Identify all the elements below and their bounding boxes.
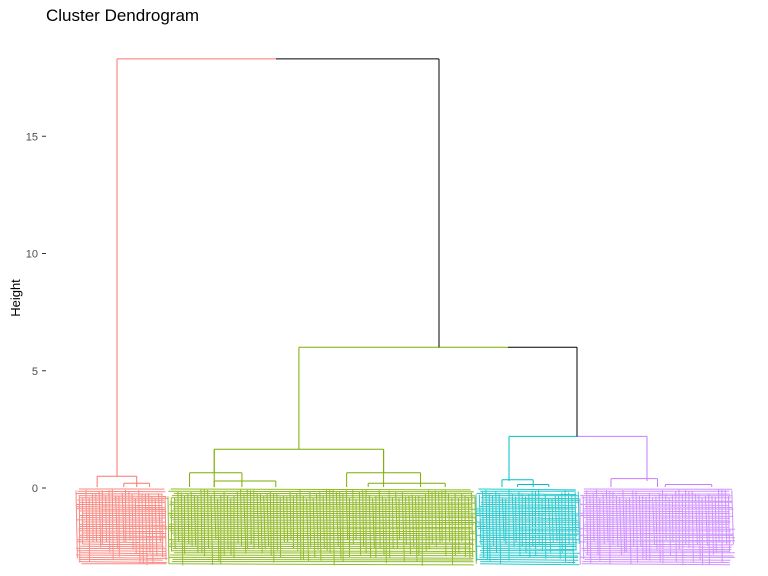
leaf-label-strokes: [75, 488, 168, 566]
leaf-label-strokes: [167, 488, 477, 566]
leaf-label-block-2: [167, 488, 477, 566]
leaf-label-block-4: [579, 488, 736, 566]
leaf-label-region: [75, 488, 736, 566]
y-tick-label: 5: [32, 366, 38, 378]
y-tick-label: 0: [32, 483, 38, 495]
dendrogram-branches: [96, 58, 713, 487]
leaf-label-block-3: [475, 488, 580, 566]
leaf-label-strokes: [475, 488, 580, 566]
chart-title: Cluster Dendrogram: [46, 6, 200, 25]
y-tick-label: 15: [26, 131, 38, 143]
y-axis: 0 5 10 15: [26, 131, 46, 495]
leaf-label-strokes: [579, 488, 736, 566]
y-tick-label: 10: [26, 249, 38, 261]
y-axis-label: Height: [8, 279, 23, 317]
leaf-label-block-1: [75, 488, 168, 566]
